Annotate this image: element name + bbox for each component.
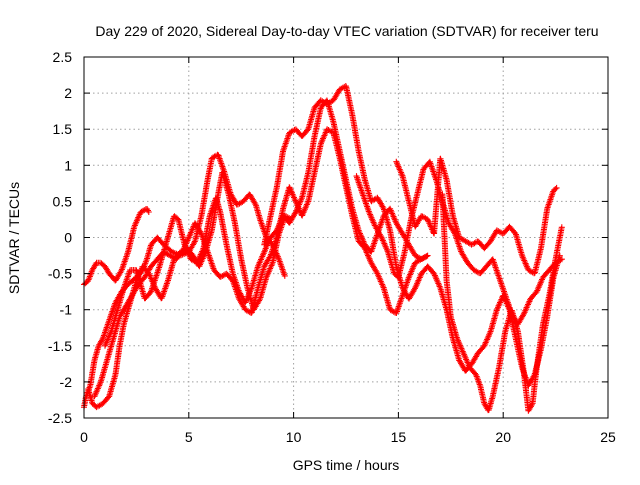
series-4-markers xyxy=(91,126,431,400)
y-tick-label: 2 xyxy=(64,85,72,101)
y-tick-label: 2.5 xyxy=(53,49,73,65)
series-8-markers xyxy=(439,191,565,414)
chart-title: Day 229 of 2020, Sidereal Day-to-day VTE… xyxy=(95,23,598,39)
x-tick-label: 0 xyxy=(80,429,88,445)
y-axis-label: SDTVAR / TECUs xyxy=(6,182,22,294)
series-7-markers xyxy=(393,155,560,277)
series-1-markers xyxy=(81,151,288,411)
axes: 0 5 10 15 20 25 -2.5 -2 -1.5 -1 -0.5 0 0.5 1 1.5 2 2.5 xyxy=(48,49,616,445)
y-tick-label: -1.5 xyxy=(48,338,72,354)
x-tick-label: 15 xyxy=(391,429,407,445)
x-tick-label: 10 xyxy=(286,429,302,445)
x-axis-label: GPS time / hours xyxy=(293,457,400,473)
y-tick-label: -2 xyxy=(60,374,73,390)
x-tick-label: 5 xyxy=(185,429,193,445)
y-tick-label: -2.5 xyxy=(48,410,72,426)
gridlines xyxy=(84,57,608,418)
y-tick-label: -1 xyxy=(60,302,73,318)
y-tick-label: 0.5 xyxy=(53,193,73,209)
y-tick-label: 1 xyxy=(64,157,72,173)
series-3-markers xyxy=(102,97,430,349)
series-2-markers xyxy=(85,169,294,411)
y-tick-label: -0.5 xyxy=(48,266,72,282)
y-tick-label: 1.5 xyxy=(53,121,73,137)
y-tick-label: 0 xyxy=(64,230,72,246)
series-5-markers xyxy=(261,83,563,389)
x-tick-label: 25 xyxy=(600,429,616,445)
x-tick-label: 20 xyxy=(495,429,511,445)
data-series xyxy=(81,83,565,414)
